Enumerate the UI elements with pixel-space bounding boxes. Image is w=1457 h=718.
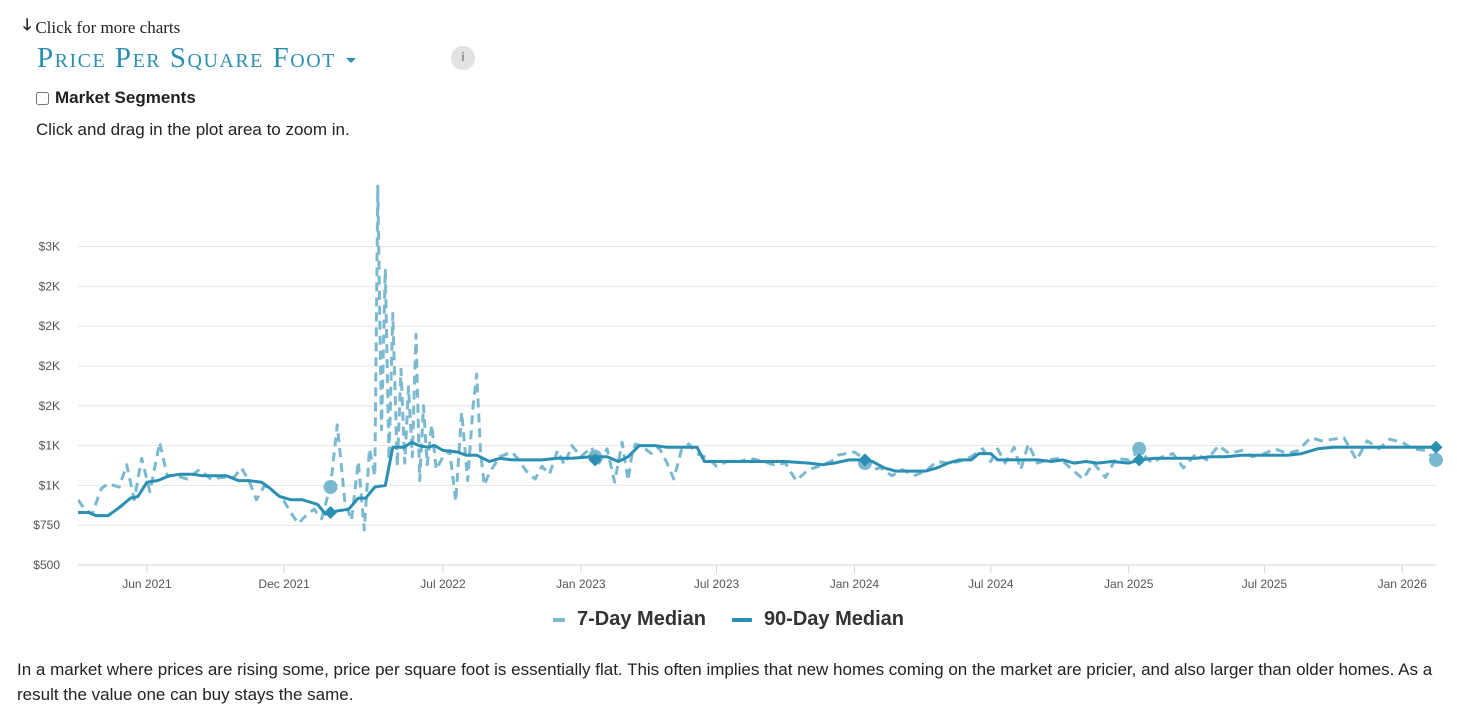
series-90-day-marker bbox=[1429, 440, 1443, 454]
x-tick-label: Jul 2023 bbox=[694, 577, 740, 591]
market-segments-label: Market Segments bbox=[55, 88, 196, 107]
market-segments-checkbox[interactable] bbox=[36, 91, 49, 105]
y-tick-label: $2K bbox=[39, 359, 60, 373]
y-tick-label: $1K bbox=[39, 439, 60, 453]
x-tick-label: Jan 2026 bbox=[1378, 577, 1428, 591]
series-90-day-marker bbox=[588, 453, 602, 467]
series-7-day-marker bbox=[1429, 452, 1443, 467]
arrow-down-icon: 🡓 bbox=[23, 15, 32, 34]
plot-area[interactable] bbox=[78, 184, 1443, 532]
x-tick-label: Jan 2025 bbox=[1104, 577, 1154, 591]
legend-item-90-day[interactable]: 90-Day Median bbox=[731, 608, 904, 631]
series-7-day-marker bbox=[1132, 441, 1147, 456]
y-tick-label: $500 bbox=[33, 558, 60, 572]
market-segments-toggle[interactable]: Market Segments bbox=[36, 88, 196, 108]
y-tick-label: $2K bbox=[39, 399, 60, 413]
x-tick-label: Jun 2021 bbox=[122, 577, 172, 591]
legend-label-7-day: 7-Day Median bbox=[577, 608, 706, 630]
x-tick-label: Dec 2021 bbox=[258, 577, 310, 591]
legend-item-7-day[interactable]: 7-Day Median bbox=[553, 608, 706, 631]
y-tick-label: $2K bbox=[39, 319, 60, 333]
x-tick-label: Jul 2022 bbox=[420, 577, 466, 591]
series-90-day-marker bbox=[324, 505, 338, 519]
series-7-day-marker bbox=[323, 479, 338, 494]
legend: 7-Day Median 90-Day Median bbox=[0, 608, 1457, 631]
grid bbox=[78, 246, 1436, 566]
chart-title[interactable]: Price Per Square Foot bbox=[37, 42, 336, 74]
series-90-day-marker bbox=[1132, 453, 1146, 467]
more-charts-label: Click for more charts bbox=[35, 17, 181, 37]
caret-down-icon[interactable] bbox=[345, 58, 356, 63]
more-charts-link[interactable]: 🡓 Click for more charts bbox=[23, 14, 180, 41]
zoom-hint: Click and drag in the plot area to zoom … bbox=[36, 120, 350, 139]
series-90-day-line bbox=[78, 440, 1433, 518]
legend-swatch-7-day bbox=[553, 617, 565, 622]
series-7-day-line bbox=[78, 184, 1434, 532]
legend-label-90-day: 90-Day Median bbox=[763, 608, 904, 630]
y-tick-label: $1K bbox=[39, 478, 60, 492]
x-tick-label: Jan 2023 bbox=[556, 577, 606, 591]
series-90-day-marker bbox=[858, 453, 872, 467]
price-chart[interactable]: $500 $750 $1K $1K $2K $2K $2K $2K $3K Jun 2021 De… bbox=[0, 150, 1457, 600]
x-tick-label: Jan 2024 bbox=[830, 577, 880, 591]
y-tick-label: $2K bbox=[39, 279, 60, 293]
info-icon[interactable]: i bbox=[451, 46, 475, 70]
legend-swatch-90-day bbox=[731, 617, 752, 622]
y-axis: $500 $750 $1K $1K $2K $2K $2K $2K $3K bbox=[33, 240, 60, 572]
chart-selector[interactable]: Price Per Square Foot bbox=[37, 42, 356, 75]
chart-description: In a market where prices are rising some… bbox=[17, 660, 1433, 704]
y-tick-label: $750 bbox=[33, 518, 60, 532]
x-axis: Jun 2021 Dec 2021 Jul 2022 Jan 2023 Jul 2023… bbox=[122, 565, 1427, 591]
x-tick-label: Jul 2025 bbox=[1242, 577, 1288, 591]
x-tick-label: Jul 2024 bbox=[968, 577, 1014, 591]
y-tick-label: $3K bbox=[39, 240, 60, 254]
